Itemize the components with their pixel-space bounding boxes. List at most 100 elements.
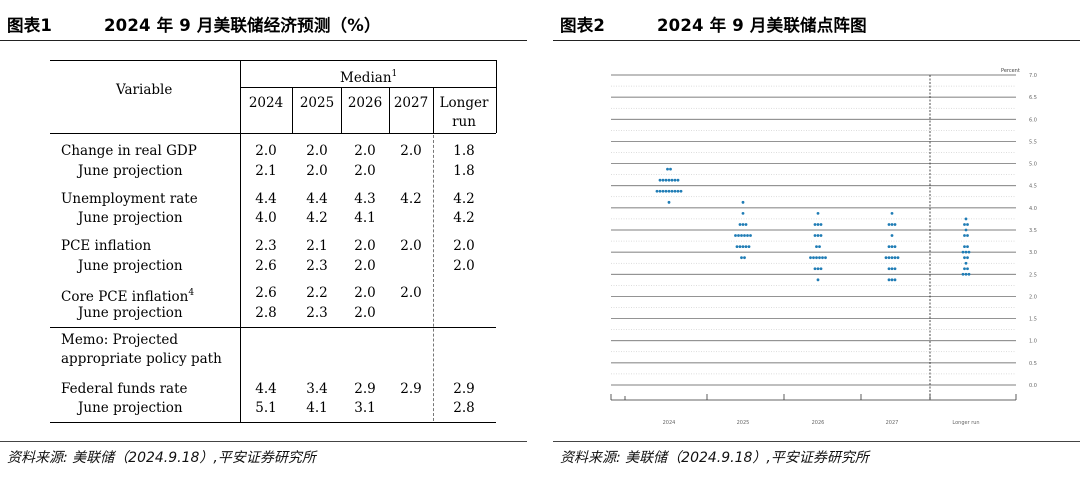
y-tick-label: 2.0 (1029, 294, 1037, 300)
col-header-2025: 2025 (299, 95, 335, 111)
participant-dot (818, 245, 821, 249)
participant-dot (661, 189, 665, 193)
y-axis-label: Percent (1001, 68, 1020, 74)
participant-dot (966, 223, 969, 226)
row-label: Core PCE inflation4 (61, 285, 194, 305)
y-tick-label: 6.5 (1029, 95, 1037, 101)
memo-line-2: appropriate policy path (61, 351, 222, 367)
table-cell: 2.0 (354, 285, 376, 301)
memo-line-1: Memo: Projected (61, 332, 179, 348)
table-cell: 2.0 (400, 238, 422, 254)
table-cell: 2.1 (255, 163, 277, 179)
table-cell-longer-run: 4.2 (453, 191, 475, 207)
participant-dot (744, 245, 748, 249)
participant-dot (963, 245, 966, 249)
row-label-text: June projection (78, 210, 183, 226)
participant-dot (743, 234, 746, 237)
participant-dot (887, 256, 891, 260)
row-label-text: Federal funds rate (61, 381, 188, 397)
table-cell: 4.3 (354, 191, 376, 207)
participant-dot (738, 223, 742, 226)
y-tick-label: 3.5 (1029, 228, 1037, 234)
row-label-text: Core PCE inflation (61, 289, 189, 305)
participant-dot (816, 278, 820, 282)
table-cell: 2.9 (354, 381, 376, 397)
row-label-text: Unemployment rate (61, 191, 198, 207)
participant-dot (819, 223, 823, 226)
y-tick-label: 0.5 (1029, 361, 1037, 367)
participant-dot (887, 267, 891, 271)
participant-dot (679, 189, 683, 193)
participant-dot (737, 234, 740, 237)
x-tick-label: 2026 (812, 420, 825, 426)
table-cell: 2.2 (306, 285, 328, 301)
table-top-border (50, 60, 496, 62)
table-cell: 2.0 (306, 143, 328, 159)
table-cell: 2.6 (255, 258, 277, 274)
table-cell: 4.1 (354, 210, 376, 226)
participant-dot (967, 250, 971, 254)
participant-dot (890, 223, 894, 226)
figure1-panel: 图表1 2024 年 9 月美联储经济预测（%） Variable Median… (0, 0, 527, 478)
y-tick-label: 5.5 (1029, 139, 1037, 145)
participant-dot (961, 272, 965, 276)
col-divider-2027 (389, 87, 390, 133)
participant-dot (809, 256, 812, 260)
participant-dot (743, 256, 746, 260)
participant-dot (964, 217, 968, 221)
participant-dot (963, 256, 966, 260)
y-tick-label: 7.0 (1029, 73, 1037, 79)
participant-dot (655, 189, 659, 193)
participant-dot (887, 245, 891, 249)
participant-dot (749, 234, 752, 237)
table-cell: 2.1 (306, 238, 328, 254)
participant-dot (964, 228, 968, 232)
figure2-source: 资料来源: 美联储（2024.9.18）,平安证券研究所 (560, 450, 869, 466)
row-label: June projection (78, 400, 183, 416)
participant-dot (664, 178, 668, 182)
y-tick-label: 1.0 (1029, 339, 1037, 345)
table-cell: 2.3 (306, 258, 328, 274)
table-cell: 2.0 (306, 163, 328, 179)
figure2-top-rule (553, 40, 1080, 41)
table-cell: 3.4 (306, 381, 328, 397)
participant-dot (746, 234, 749, 237)
participant-dot (676, 189, 680, 193)
col-header-2026: 2026 (347, 95, 383, 111)
table-cell: 2.0 (400, 285, 422, 301)
table-cell: 4.0 (255, 210, 277, 226)
participant-dot (812, 256, 815, 260)
projections-table: Variable Median1 2024 2025 2026 2027 Lon… (0, 0, 527, 440)
participant-dot (666, 167, 669, 171)
participant-dot (893, 256, 897, 260)
participant-dot (670, 178, 674, 182)
row-label-text: Change in real GDP (61, 143, 197, 159)
participant-dot (893, 245, 897, 249)
col-header-longer-run-2: run (452, 114, 476, 130)
participant-dot (816, 223, 820, 226)
participant-dot (890, 267, 894, 271)
figure2-bottom-rule (553, 441, 1080, 442)
table-cell: 2.0 (400, 143, 422, 159)
table-cell: 4.2 (306, 210, 328, 226)
participant-dot (967, 272, 971, 276)
participant-dot (966, 267, 969, 271)
col-header-2024: 2024 (248, 95, 284, 111)
participant-dot (893, 267, 897, 271)
table-cell: 5.1 (255, 400, 277, 416)
participant-dot (747, 245, 751, 249)
participant-dot (966, 245, 969, 249)
participant-dot (813, 267, 817, 271)
participant-dot (963, 223, 966, 226)
participant-dot (673, 178, 677, 182)
row-label: June projection (78, 210, 183, 226)
figure2-panel: 图表2 2024 年 9 月美联储点阵图 0.0 0.5 1.0 1.5 2.0 2.5 3… (553, 0, 1080, 478)
longer-run-dashed-divider (433, 135, 434, 421)
row-label: June projection (78, 305, 183, 321)
participant-dot (740, 234, 743, 237)
table-cell-longer-run: 2.0 (453, 238, 475, 254)
table-cell: 2.6 (255, 285, 277, 301)
col-divider-2026 (341, 87, 342, 133)
participant-dot (741, 211, 745, 215)
table-cell: 4.4 (255, 381, 277, 397)
